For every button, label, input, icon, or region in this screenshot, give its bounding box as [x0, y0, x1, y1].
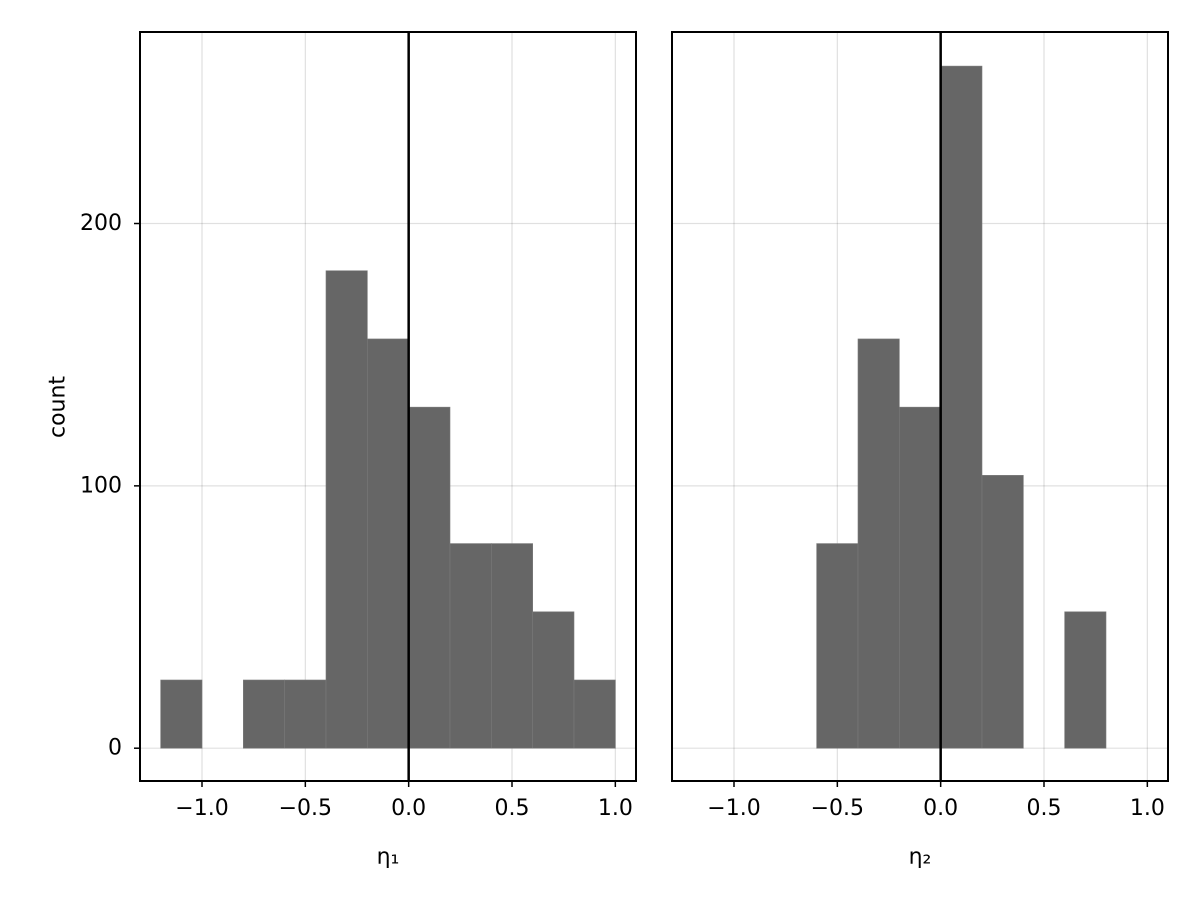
x-tick-label: −0.5 [811, 796, 864, 821]
x-axis-label-eta2: η₂ [909, 845, 932, 870]
plot-frame [139, 31, 637, 782]
x-tick-label: 0.0 [391, 796, 426, 821]
histogram-panel-eta2: −1.0 −0.5 0.0 0.5 1.0 [671, 31, 1169, 821]
x-tick-label: 0.0 [923, 796, 958, 821]
x-tick-label: 0.5 [495, 796, 530, 821]
x-axis-label-eta1: η₁ [377, 845, 400, 870]
y-axis-label: count [46, 376, 71, 438]
histogram-bar [816, 543, 859, 749]
histogram-bar [899, 406, 941, 749]
histogram-bar [367, 338, 409, 749]
histogram-bar [1064, 611, 1107, 749]
histogram-bar [940, 65, 983, 749]
histogram-bar [325, 270, 368, 749]
y-tick-label: 100 [80, 473, 122, 498]
histogram-bar [449, 543, 492, 749]
x-tick-label: −0.5 [279, 796, 332, 821]
histogram-bar [981, 475, 1024, 749]
histogram-bar [491, 543, 533, 749]
plot-frame [671, 31, 1169, 782]
x-tick-label: −1.0 [175, 796, 228, 821]
histogram-bar [408, 406, 451, 749]
histogram-bar [160, 679, 203, 749]
x-tick-label: −1.0 [707, 796, 760, 821]
x-tick-label: 1.0 [1130, 796, 1165, 821]
histogram-bar [284, 679, 327, 749]
x-tick-label: 0.5 [1027, 796, 1062, 821]
histogram-bar [573, 679, 616, 749]
y-tick-label: 200 [80, 211, 122, 236]
histogram-panel-eta1: −1.0 −0.5 0.0 0.5 1.0 0 100 200 [80, 31, 637, 821]
histogram-bar [243, 679, 285, 749]
y-tick-label: 0 [108, 736, 122, 761]
x-tick-label: 1.0 [598, 796, 633, 821]
histogram-bar [857, 338, 900, 749]
histogram-bar [532, 611, 575, 749]
